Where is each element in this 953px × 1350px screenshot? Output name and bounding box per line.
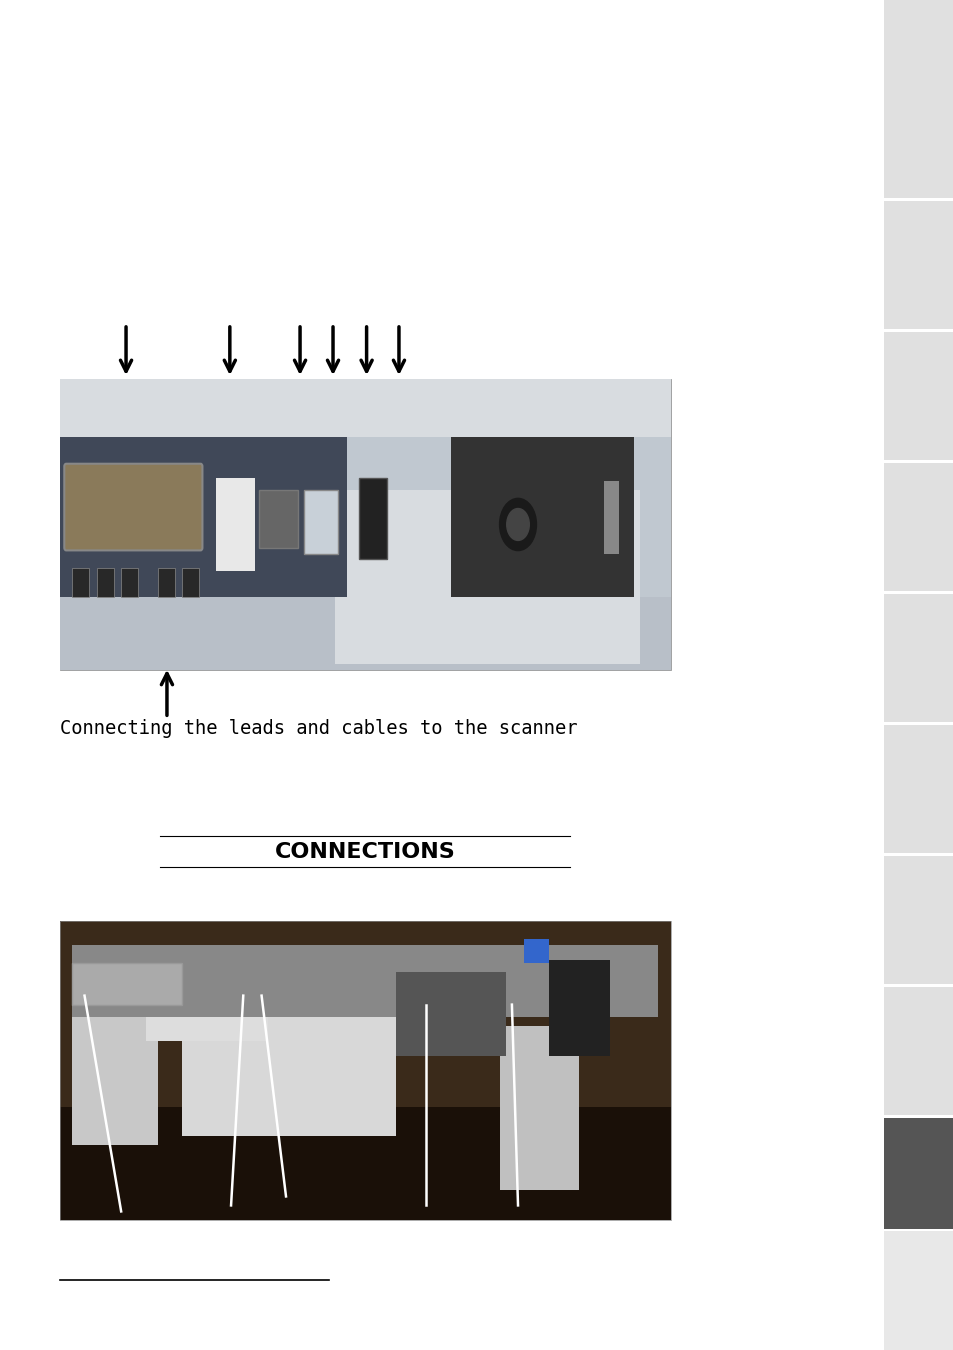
Circle shape	[506, 509, 529, 540]
Bar	[60, 379, 670, 437]
Bar	[883, 463, 953, 591]
Bar	[883, 201, 953, 329]
Bar	[72, 1011, 157, 1145]
Bar	[883, 1118, 953, 1228]
Bar	[72, 568, 90, 597]
Bar	[121, 568, 138, 597]
Circle shape	[499, 498, 536, 551]
Bar	[72, 945, 658, 1017]
Bar	[215, 478, 255, 571]
Bar	[883, 856, 953, 984]
Bar	[883, 725, 953, 853]
Bar	[60, 921, 670, 1220]
Bar	[548, 960, 609, 1056]
Bar	[395, 972, 505, 1056]
Bar	[157, 568, 174, 597]
Bar	[883, 987, 953, 1115]
Bar	[60, 921, 670, 1220]
Bar	[883, 0, 953, 198]
Text: CONNECTIONS: CONNECTIONS	[274, 842, 456, 861]
Bar	[60, 437, 347, 597]
Bar	[60, 1107, 670, 1220]
Bar	[883, 594, 953, 722]
Bar	[72, 963, 182, 1004]
Bar	[182, 568, 199, 597]
Bar	[182, 1017, 395, 1137]
Bar	[359, 478, 386, 559]
Bar	[258, 490, 298, 548]
Bar	[60, 379, 670, 670]
Bar	[523, 938, 548, 963]
Text: Connecting the leads and cables to the scanner: Connecting the leads and cables to the s…	[60, 720, 577, 738]
Bar	[304, 490, 337, 554]
Bar	[96, 568, 113, 597]
Bar	[883, 332, 953, 460]
Bar	[603, 481, 618, 554]
Bar	[499, 1026, 578, 1191]
Bar	[883, 1231, 953, 1350]
Bar	[451, 437, 634, 597]
Bar	[146, 1017, 268, 1041]
Bar	[60, 597, 670, 670]
Bar	[335, 490, 639, 664]
FancyBboxPatch shape	[64, 463, 202, 551]
